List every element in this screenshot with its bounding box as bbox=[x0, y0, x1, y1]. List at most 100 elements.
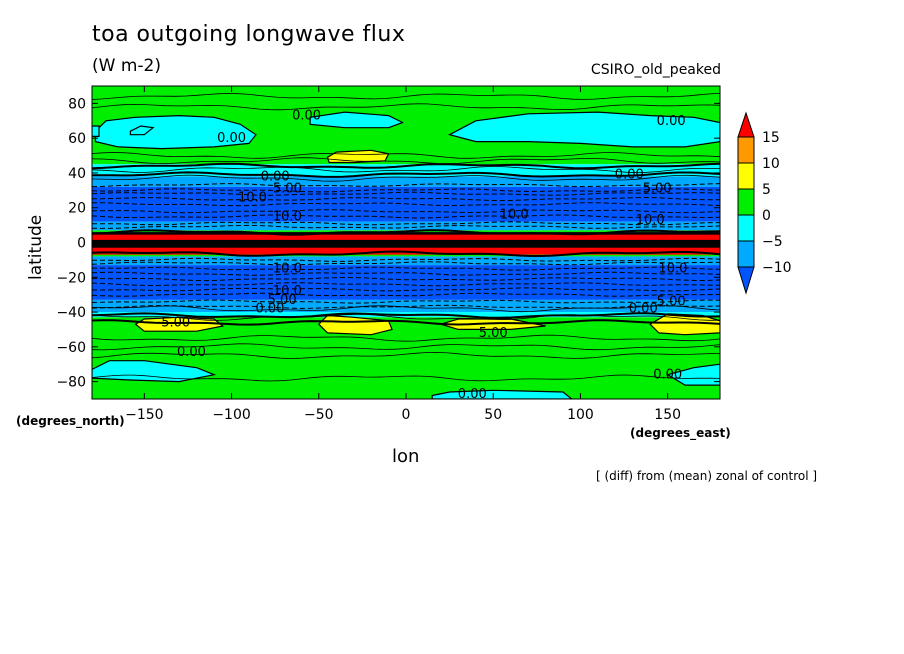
contour-label: 0.00 bbox=[657, 114, 686, 129]
y-axis: 80 60 40 20 0 −20 −40 −60 −80 bbox=[56, 96, 720, 391]
zonal-band bbox=[92, 265, 720, 300]
equatorial-red-stripe bbox=[92, 234, 720, 240]
contour-label: 10.0 bbox=[273, 262, 302, 277]
contour-patch bbox=[94, 114, 257, 150]
y-tick-label: 60 bbox=[68, 131, 86, 147]
solid-contour bbox=[92, 166, 720, 174]
contour-label: 5.00 bbox=[268, 293, 297, 308]
contour-label: 10.0 bbox=[500, 208, 529, 223]
solid-contour bbox=[92, 103, 720, 111]
dashed-contour bbox=[92, 266, 720, 271]
contour-patch bbox=[92, 360, 217, 383]
dashed-contour bbox=[92, 257, 720, 262]
contour-label: 0.00 bbox=[177, 345, 206, 360]
colorbar-segment bbox=[737, 240, 755, 268]
contour-label: 0.00 bbox=[653, 368, 682, 383]
dashed-contour bbox=[92, 276, 720, 282]
colorbar-segment bbox=[737, 136, 755, 164]
y-axis-label: latitude bbox=[26, 214, 46, 280]
solid-contour bbox=[92, 351, 720, 359]
colorbar-segment bbox=[737, 162, 755, 190]
contour-label: 0.00 bbox=[217, 131, 246, 146]
zero-contour bbox=[92, 229, 720, 236]
y-tick-label: 20 bbox=[68, 201, 86, 217]
zero-contour bbox=[92, 319, 720, 326]
contour-patch bbox=[129, 125, 155, 136]
colorbar-segment bbox=[737, 266, 755, 295]
x-tick-label: 0 bbox=[402, 407, 411, 423]
contour-label: 0.00 bbox=[615, 168, 644, 183]
solid-contour bbox=[92, 334, 720, 342]
contour-label: 0.00 bbox=[629, 302, 658, 317]
dashed-contour bbox=[92, 202, 720, 207]
contour-label: 5.00 bbox=[273, 182, 302, 197]
y-tick-label: −60 bbox=[56, 340, 86, 356]
x-axis-units: (degrees_east) bbox=[630, 426, 731, 440]
contour-label: 0.00 bbox=[458, 387, 487, 402]
contour-label: 5.00 bbox=[479, 326, 508, 341]
y-tick-label: −80 bbox=[56, 375, 86, 391]
solid-contour bbox=[92, 343, 720, 351]
colorbar-tick-label: 15 bbox=[762, 130, 780, 146]
colorbar-segment bbox=[737, 111, 755, 138]
x-tick-label: −150 bbox=[125, 407, 163, 423]
contour-label: 0.00 bbox=[292, 109, 321, 124]
contour-patch bbox=[447, 111, 720, 148]
y-axis-units: (degrees_north) bbox=[16, 414, 125, 428]
x-tick-label: 100 bbox=[567, 407, 594, 423]
dashed-contour bbox=[92, 183, 720, 188]
solid-contour bbox=[92, 314, 720, 321]
dashed-contour bbox=[92, 188, 720, 193]
contour-label: 10.0 bbox=[273, 209, 302, 224]
contour-label: 5.00 bbox=[657, 295, 686, 310]
x-axis: −150 −100 −50 0 50 100 150 bbox=[125, 86, 681, 423]
contour-label: 0.00 bbox=[261, 169, 290, 184]
contour-patch bbox=[309, 111, 405, 129]
contour-label: 10.0 bbox=[238, 190, 267, 205]
colorbar-tick-label: 10 bbox=[762, 156, 780, 172]
footnote: [ (diff) from (mean) zonal of control ] bbox=[596, 469, 818, 483]
solid-contour bbox=[92, 374, 720, 382]
colorbar-tick-label: 5 bbox=[762, 182, 771, 198]
solid-contour bbox=[92, 152, 720, 159]
zonal-band bbox=[92, 256, 720, 266]
dashed-contour bbox=[92, 196, 720, 202]
solid-contour bbox=[92, 92, 720, 100]
dashed-contour bbox=[92, 214, 720, 219]
contour-label: 10.0 bbox=[658, 262, 687, 277]
x-tick-label: −50 bbox=[304, 407, 334, 423]
dashed-contour bbox=[92, 282, 720, 287]
colorbar-tick-label: −5 bbox=[762, 234, 783, 250]
solid-contour bbox=[92, 305, 720, 313]
contour-patch bbox=[431, 389, 573, 399]
zero-contour bbox=[92, 312, 720, 319]
zero-contour bbox=[92, 171, 720, 178]
contour-patch bbox=[92, 125, 100, 137]
contour-patch bbox=[134, 316, 225, 332]
model-name: CSIRO_old_peaked bbox=[590, 62, 721, 78]
colorbar: 15 10 5 0 −5 −10 bbox=[737, 111, 792, 295]
contour-patch bbox=[666, 363, 720, 386]
chart-title: toa outgoing longwave flux bbox=[92, 22, 406, 47]
colorbar-tick-label: −10 bbox=[762, 260, 792, 276]
zero-contour bbox=[92, 250, 720, 257]
solid-contour bbox=[92, 174, 720, 182]
dashed-contour bbox=[92, 221, 720, 226]
dashed-contour bbox=[92, 224, 720, 229]
x-tick-label: 150 bbox=[654, 407, 681, 423]
dashed-contour bbox=[92, 191, 720, 196]
contour-label: 5.00 bbox=[161, 315, 190, 330]
y-tick-label: 40 bbox=[68, 166, 86, 182]
dashed-contour bbox=[92, 292, 720, 297]
x-tick-label: −100 bbox=[212, 407, 250, 423]
contour-label: 10.0 bbox=[636, 213, 665, 228]
y-tick-label: −40 bbox=[56, 305, 86, 321]
dashed-contour bbox=[92, 261, 720, 266]
plot-area: 0.000.000.000.005.0010.010.010.00.005.00… bbox=[92, 86, 720, 402]
chart-units: (W m-2) bbox=[92, 56, 161, 76]
dashed-contour bbox=[92, 287, 720, 292]
y-tick-label: 0 bbox=[77, 236, 86, 252]
colorbar-segment bbox=[737, 188, 755, 216]
contour-patch bbox=[326, 149, 390, 164]
